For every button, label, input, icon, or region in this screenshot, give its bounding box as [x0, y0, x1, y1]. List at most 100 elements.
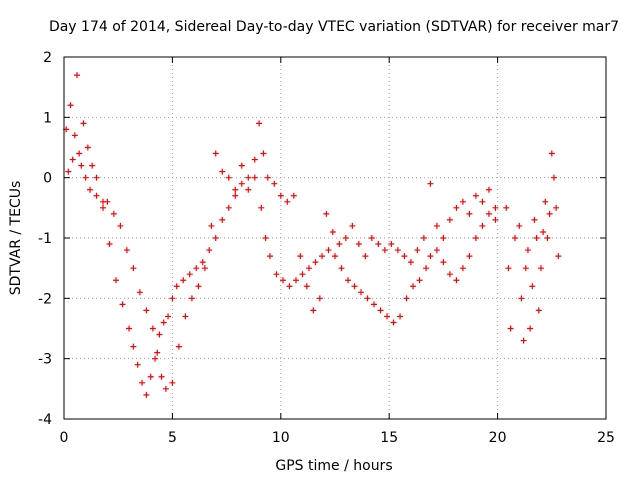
data-point: [149, 325, 156, 332]
series-branch-c: [503, 150, 562, 344]
grid-layer: [64, 57, 606, 419]
data-point: [336, 241, 343, 248]
data-point: [251, 156, 258, 163]
data-point: [323, 210, 330, 217]
x-tick-labels: 0 5 10 15 20 25: [60, 430, 615, 446]
data-point: [453, 204, 460, 211]
data-point: [80, 120, 87, 127]
data-point: [134, 361, 141, 368]
data-point: [433, 222, 440, 229]
data-point: [527, 325, 534, 332]
data-point: [130, 265, 137, 272]
data-point: [384, 313, 391, 320]
data-point: [123, 247, 130, 254]
x-axis-label: GPS time / hours: [275, 458, 392, 474]
y-tick-label: 2: [43, 50, 52, 66]
data-point: [414, 247, 421, 254]
data-point: [364, 295, 371, 302]
data-point: [119, 301, 126, 308]
data-point: [531, 216, 538, 223]
data-point: [245, 174, 252, 181]
data-point: [472, 192, 479, 199]
x-tick-label: 15: [380, 430, 398, 446]
data-point: [485, 210, 492, 217]
data-point: [169, 295, 176, 302]
data-point: [390, 319, 397, 326]
data-point: [182, 313, 189, 320]
series-branch-a: [63, 102, 499, 398]
data-point: [358, 289, 365, 296]
data-point: [485, 186, 492, 193]
data-point: [169, 379, 176, 386]
data-point: [316, 295, 323, 302]
data-point: [238, 180, 245, 187]
data-point: [550, 174, 557, 181]
data-point: [381, 247, 388, 254]
data-point: [71, 132, 78, 139]
data-point: [245, 186, 252, 193]
data-point: [260, 150, 267, 157]
data-point: [544, 235, 551, 241]
data-point: [345, 277, 352, 284]
data-point: [362, 253, 369, 260]
data-point: [338, 265, 345, 272]
data-point: [535, 307, 542, 314]
data-point: [195, 283, 202, 290]
data-point: [225, 174, 232, 181]
plot-frame: [63, 56, 607, 420]
data-point: [446, 271, 453, 278]
data-point: [262, 235, 269, 241]
data-point: [113, 277, 120, 284]
data-point: [423, 265, 430, 272]
data-point: [225, 204, 232, 211]
data-point: [89, 162, 96, 169]
data-point: [403, 295, 410, 302]
data-point: [524, 247, 531, 254]
data-point: [69, 156, 76, 163]
data-point: [537, 265, 544, 272]
x-tick-label: 5: [168, 430, 177, 446]
data-point: [416, 277, 423, 284]
y-tick-label: 0: [43, 171, 52, 187]
data-point: [188, 295, 195, 302]
data-point: [212, 150, 219, 157]
data-point: [318, 253, 325, 260]
data-point: [130, 343, 137, 350]
data-point: [284, 198, 291, 205]
data-point: [407, 259, 414, 266]
data-point: [212, 235, 219, 241]
data-point: [546, 210, 553, 217]
data-point: [165, 313, 172, 320]
data-point: [232, 192, 239, 199]
y-tick-label: -3: [38, 352, 52, 368]
data-point: [100, 204, 107, 211]
data-point: [516, 222, 523, 229]
y-tick-labels: -4 -3 -2 -1 0 1 2: [38, 50, 52, 428]
data-point: [375, 241, 382, 248]
data-point: [266, 253, 273, 260]
data-point: [93, 192, 100, 199]
data-point: [397, 313, 404, 320]
data-point: [154, 349, 161, 356]
data-point: [175, 343, 182, 350]
data-point: [394, 247, 401, 254]
data-point: [533, 235, 540, 241]
data-point: [180, 277, 187, 284]
data-point: [297, 253, 304, 260]
data-point: [143, 307, 150, 314]
data-point: [427, 253, 434, 260]
data-point: [555, 253, 562, 260]
data-point: [104, 198, 111, 205]
data-point: [377, 307, 384, 314]
data-point: [238, 162, 245, 169]
data-point: [505, 265, 512, 272]
data-point: [206, 247, 213, 254]
x-tick-label: 10: [272, 430, 290, 446]
data-point: [427, 180, 434, 187]
data-point: [529, 283, 536, 290]
data-point: [292, 277, 299, 284]
data-point: [472, 235, 479, 241]
chart-title: Day 174 of 2014, Sidereal Day-to-day VTE…: [49, 19, 619, 35]
